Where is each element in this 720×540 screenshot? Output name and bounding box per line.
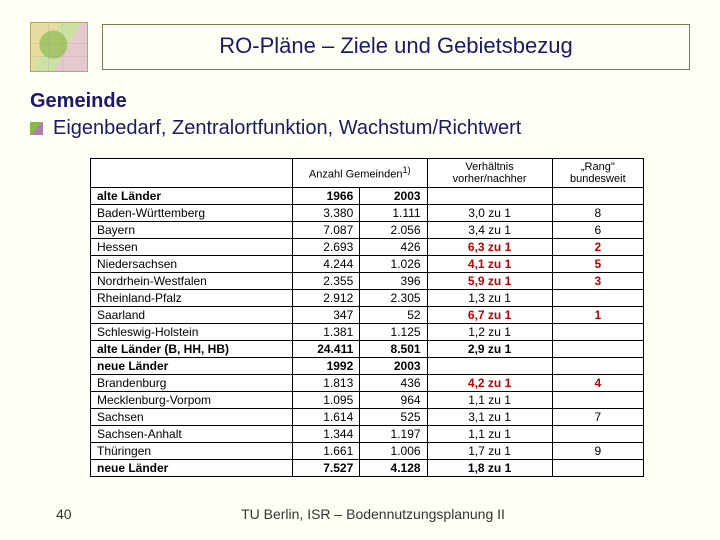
map-thumbnail-icon <box>30 22 88 72</box>
table-row: Baden-Württemberg3.3801.1113,0 zu 18 <box>91 205 644 222</box>
table-row: Sachsen-Anhalt1.3441.1971,1 zu 1 <box>91 426 644 443</box>
bullet-line: Eigenbedarf, Zentralortfunktion, Wachstu… <box>30 117 690 140</box>
bullet-icon <box>30 122 43 135</box>
table-row: Brandenburg1.8134364,2 zu 14 <box>91 375 644 392</box>
table-header: Anzahl Gemeinden1) Verhältnis vorher/nac… <box>91 159 644 188</box>
table-row: Schleswig-Holstein1.3811.1251,2 zu 1 <box>91 324 644 341</box>
table-row: Bayern7.0872.0563,4 zu 16 <box>91 222 644 239</box>
table-body: alte Länder19662003Baden-Württemberg3.38… <box>91 188 644 477</box>
slide-footer: 40 TU Berlin, ISR – Bodennutzungsplanung… <box>0 506 720 522</box>
slide-header: RO-Pläne – Ziele und Gebietsbezug <box>0 0 720 72</box>
table-row: Sachsen1.6145253,1 zu 17 <box>91 409 644 426</box>
hdr-anzahl: Anzahl Gemeinden <box>309 169 403 181</box>
table-section-row: neue Länder19922003 <box>91 358 644 375</box>
table-section-row: alte Länder19662003 <box>91 188 644 205</box>
slide-title: RO-Pläne – Ziele und Gebietsbezug <box>102 24 690 70</box>
table-row: Niedersachsen4.2441.0264,1 zu 15 <box>91 256 644 273</box>
gemeinden-table: Anzahl Gemeinden1) Verhältnis vorher/nac… <box>90 158 644 477</box>
hdr-rang-2: bundesweit <box>570 173 626 185</box>
subheading-block: Gemeinde Eigenbedarf, Zentralortfunktion… <box>0 72 720 140</box>
bullet-text: Eigenbedarf, Zentralortfunktion, Wachstu… <box>53 117 521 140</box>
table-row: Nordrhein-Westfalen2.3553965,9 zu 13 <box>91 273 644 290</box>
table-row: Saarland347526,7 zu 11 <box>91 307 644 324</box>
table-sum-row: alte Länder (B, HH, HB)24.4118.5012,9 zu… <box>91 341 644 358</box>
table-row: Hessen2.6934266,3 zu 12 <box>91 239 644 256</box>
data-table-container: Anzahl Gemeinden1) Verhältnis vorher/nac… <box>90 158 644 477</box>
table-row: Rheinland-Pfalz2.9122.3051,3 zu 1 <box>91 290 644 307</box>
table-row: Thüringen1.6611.0061,7 zu 19 <box>91 443 644 460</box>
table-row: Mecklenburg-Vorpom1.0959641,1 zu 1 <box>91 392 644 409</box>
table-sum-row: neue Länder7.5274.1281,8 zu 1 <box>91 460 644 477</box>
hdr-rang-1: „Rang" <box>581 161 615 173</box>
footer-source: TU Berlin, ISR – Bodennutzungsplanung II <box>116 506 690 522</box>
page-number: 40 <box>56 506 116 522</box>
hdr-anzahl-sup: 1) <box>402 165 410 175</box>
subheading: Gemeinde <box>30 90 690 113</box>
hdr-verh-2: vorher/nachher <box>453 173 527 185</box>
hdr-verh-1: Verhältnis <box>465 161 513 173</box>
